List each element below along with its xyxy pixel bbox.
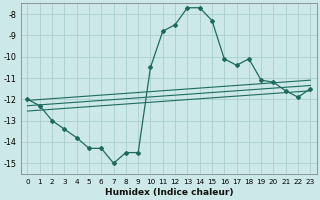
X-axis label: Humidex (Indice chaleur): Humidex (Indice chaleur) bbox=[105, 188, 233, 197]
